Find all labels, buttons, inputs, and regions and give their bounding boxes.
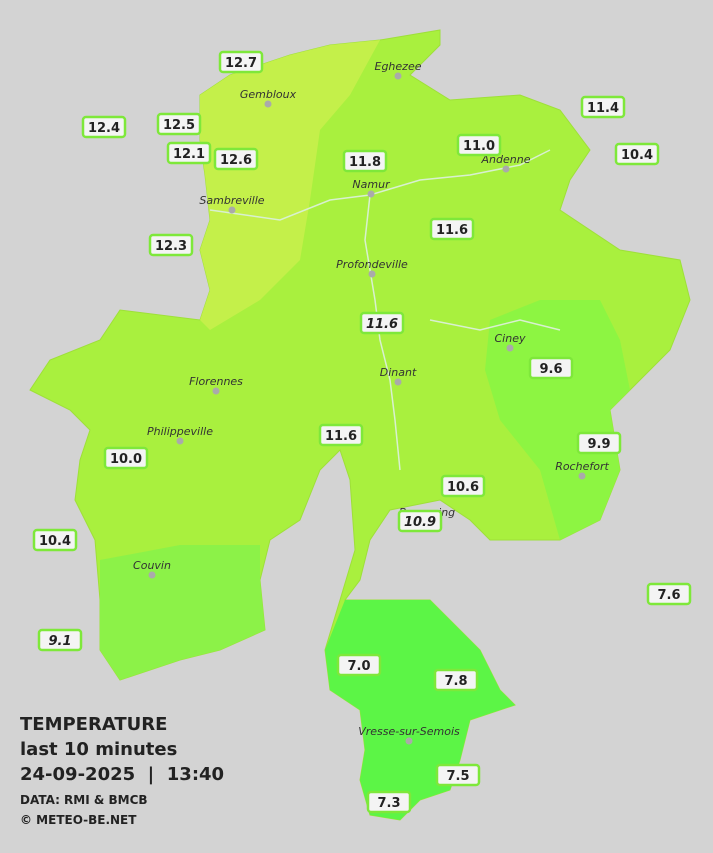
- legend-period: last 10 minutes: [20, 739, 177, 760]
- station-box: [166, 141, 212, 165]
- city-label: Profondeville: [336, 258, 408, 271]
- station-box: [576, 431, 622, 455]
- station-temp: 10.9: [404, 515, 436, 530]
- warm-zone: [200, 40, 380, 330]
- city-dot: [264, 100, 272, 108]
- city-dot: [148, 571, 156, 579]
- station-temp: 12.4: [88, 121, 120, 136]
- station-temp: 7.6: [657, 588, 680, 603]
- station-temp: 7.8: [444, 674, 467, 689]
- city-dot: [405, 737, 413, 745]
- city-label: Rochefort: [555, 460, 609, 473]
- station-temp: 11.8: [349, 155, 381, 170]
- legend-title: TEMPERATURE: [20, 714, 167, 735]
- city-label: Eghezee: [375, 60, 422, 73]
- station-temp: 12.5: [163, 118, 195, 133]
- station-box: [213, 147, 259, 171]
- city-dot: [368, 270, 376, 278]
- station-temp: 9.6: [539, 362, 562, 377]
- station-box: [528, 356, 574, 380]
- city-label: Gembloux: [240, 88, 297, 101]
- station-box: [218, 50, 264, 74]
- station-box: [81, 115, 127, 139]
- station-box: [366, 790, 412, 814]
- station-temp: 12.1: [173, 147, 205, 162]
- station-box: [646, 582, 692, 606]
- station-box: [435, 763, 481, 787]
- station-temp: 10.4: [39, 534, 71, 549]
- station-temp: 12.7: [225, 56, 257, 71]
- station-box: [614, 142, 660, 166]
- station-box: [429, 217, 475, 241]
- station-box: [456, 133, 502, 157]
- station-temp: 10.0: [110, 452, 142, 467]
- city-dot: [502, 165, 510, 173]
- station-box: [397, 509, 443, 533]
- station-temp: 10.6: [447, 480, 479, 495]
- cool-zone: [485, 300, 630, 540]
- station-box: [433, 668, 479, 692]
- station-temp: 11.6: [366, 317, 398, 332]
- city-label: Sambreville: [199, 194, 264, 207]
- station-box: [103, 446, 149, 470]
- river: [209, 149, 561, 471]
- station-temp: 9.1: [48, 634, 71, 649]
- station-temp: 9.9: [587, 437, 610, 452]
- city-dot: [212, 387, 220, 395]
- station-box: [32, 528, 78, 552]
- station-temp: 12.3: [155, 239, 187, 254]
- station-temp: 11.6: [325, 429, 357, 444]
- station-temp: 7.5: [446, 769, 469, 784]
- couvin-zone: [100, 545, 265, 680]
- station-box: [580, 95, 626, 119]
- city-dot: [394, 72, 402, 80]
- city-label: Ciney: [495, 332, 526, 345]
- city-label: Vresse-sur-Semois: [358, 725, 460, 738]
- station-box: [156, 112, 202, 136]
- station-temp: 11.6: [436, 223, 468, 238]
- city-dot: [367, 190, 375, 198]
- city-dot: [228, 206, 236, 214]
- city-label: Couvin: [133, 559, 171, 572]
- city-label: Philippeville: [147, 425, 213, 438]
- station-box: [359, 311, 405, 335]
- city-dot: [394, 378, 402, 386]
- city-dot: [578, 472, 586, 480]
- station-box: [336, 653, 382, 677]
- station-temp: 11.4: [587, 101, 619, 116]
- legend-source: DATA: RMI & BMCB: [20, 793, 148, 807]
- station-temp: 12.6: [220, 153, 252, 168]
- station-box: [342, 149, 388, 173]
- city-label: Florennes: [189, 375, 243, 388]
- station-box: [37, 628, 83, 652]
- legend-datetime: 24-09-2025 | 13:40: [20, 764, 224, 785]
- city-dot: [176, 437, 184, 445]
- station-temp: 10.4: [621, 148, 653, 163]
- station-box: [318, 423, 364, 447]
- station-temp: 7.0: [347, 659, 370, 674]
- legend-copyright: © METEO-BE.NET: [20, 813, 137, 827]
- station-box: [148, 233, 194, 257]
- station-temp: 11.0: [463, 139, 495, 154]
- city-label: Dinant: [380, 366, 417, 379]
- city-dot: [506, 344, 514, 352]
- station-box: [440, 474, 486, 498]
- station-temp: 7.3: [377, 796, 400, 811]
- city-label: Namur: [352, 178, 391, 191]
